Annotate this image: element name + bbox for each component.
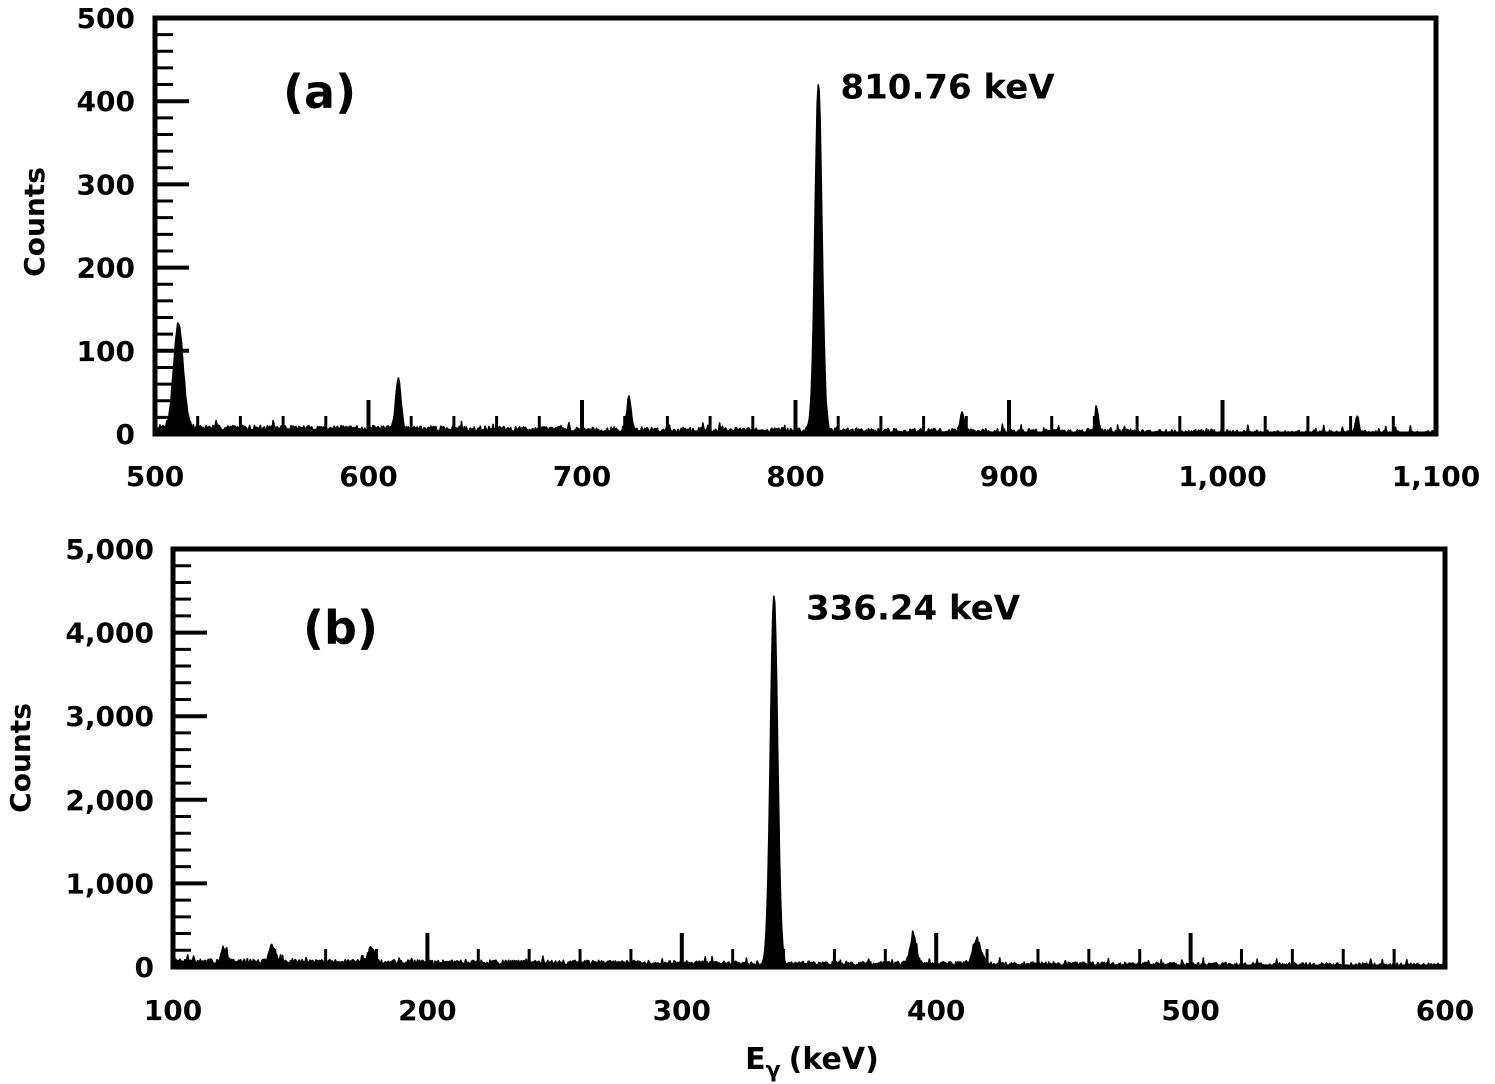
- panel-label: (a): [283, 65, 356, 119]
- spectrum-trace: [154, 84, 1437, 435]
- peak-mark: [171, 330, 186, 408]
- y-axis-label: Counts: [4, 703, 37, 813]
- y-tick-label: 200: [77, 252, 135, 285]
- plot-frame: [170, 546, 1448, 970]
- x-tick-label: 100: [144, 994, 202, 1027]
- y-tick-label: 2,000: [65, 784, 154, 817]
- peak-mark: [908, 940, 919, 961]
- x-tick-label: 800: [766, 460, 824, 493]
- peak-mark: [970, 941, 984, 961]
- peak-mark: [394, 384, 403, 422]
- x-tick-label: 1,000: [1178, 460, 1267, 493]
- y-tick-label: 4,000: [65, 617, 154, 650]
- x-tick-label: 600: [339, 460, 397, 493]
- x-tick-label: 500: [1161, 994, 1219, 1027]
- panel-a-spectrum: (a) Counts 0 100 200 300 400 500 500 600 700 800 9…: [18, 2, 1480, 493]
- panel-b-spectrum: (b) Counts Eγ (keV) 0 1,000 2,000 3,000 4,000…: [4, 533, 1474, 1083]
- x-tick-label: 500: [126, 460, 184, 493]
- x-tick-label: 1,100: [1392, 460, 1481, 493]
- y-tick-label: 500: [77, 2, 135, 35]
- y-axis-label: Counts: [18, 167, 51, 277]
- spectrum-trace: [172, 595, 1446, 968]
- y-tick-label: 5,000: [65, 533, 154, 566]
- x-axis-label-unit: (keV): [789, 1042, 879, 1077]
- peak-mark: [813, 84, 824, 347]
- x-tick-label: 400: [907, 994, 965, 1027]
- peak-mark: [768, 597, 780, 875]
- y-tick-label: 300: [77, 168, 135, 201]
- x-tick-label: 700: [553, 460, 611, 493]
- y-tick-label: 1,000: [65, 867, 154, 900]
- y-tick-label: 3,000: [65, 700, 154, 733]
- panel-label: (b): [303, 601, 378, 655]
- x-axis-label: Eγ (keV): [745, 1042, 879, 1083]
- peak-mark: [366, 952, 377, 964]
- peak-mark: [625, 402, 633, 427]
- x-tick-label: 200: [398, 994, 456, 1027]
- y-tick-label: 0: [135, 951, 154, 984]
- x-tick-label: 300: [653, 994, 711, 1027]
- peak-mark: [1354, 415, 1360, 430]
- peak-annotation: 336.24 keV: [806, 588, 1021, 628]
- y-tick-label: 100: [77, 335, 135, 368]
- y-tick-label: 400: [77, 85, 135, 118]
- x-axis-label-main: E: [745, 1042, 766, 1077]
- peak-annotation: 810.76 keV: [840, 68, 1055, 108]
- x-axis-label-subscript: γ: [766, 1058, 781, 1083]
- x-tick-label: 900: [980, 460, 1038, 493]
- y-tick-label: 0: [116, 418, 135, 451]
- x-tick-label: 600: [1416, 994, 1474, 1027]
- peak-mark: [959, 413, 965, 429]
